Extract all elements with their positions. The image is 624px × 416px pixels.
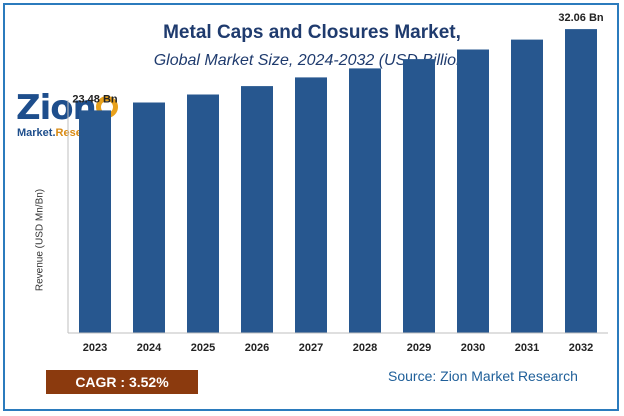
bar-2032 xyxy=(565,29,597,333)
bar-2028 xyxy=(349,68,381,334)
labels-group: 2023 23.48 Bn 2024 2025 2026 2027 2028 2029 2030… xyxy=(72,12,604,354)
chart-title: Metal Caps and Closures Market, xyxy=(163,22,461,43)
logo-sub-market: Market. xyxy=(17,127,56,139)
x-tick-label: 2032 xyxy=(569,342,593,354)
source-note: Source: Zion Market Research xyxy=(388,368,578,384)
bar-2031 xyxy=(511,39,543,333)
x-tick-label: 2027 xyxy=(299,342,323,354)
bar-2023 xyxy=(79,110,111,334)
bar-2026 xyxy=(241,86,273,333)
x-tick-label: 2025 xyxy=(191,342,215,354)
bar-2027 xyxy=(295,77,327,334)
chart-subtitle: Global Market Size, 2024-2032 (USD Billi… xyxy=(153,52,471,69)
cagr-badge: CAGR : 3.52% xyxy=(46,370,198,394)
x-tick-label: 2023 xyxy=(83,342,107,354)
x-tick-label: 2028 xyxy=(353,342,377,354)
x-tick-label: 2026 xyxy=(245,342,269,354)
bar-2030 xyxy=(457,49,489,333)
x-tick-label: 2030 xyxy=(461,342,485,354)
x-tick-label: 2024 xyxy=(137,342,162,354)
data-label: 32.06 Bn xyxy=(558,12,604,24)
bar-2024 xyxy=(133,102,165,333)
x-tick-label: 2031 xyxy=(515,342,539,354)
data-label: 23.48 Bn xyxy=(72,93,118,105)
bars-group xyxy=(79,29,597,334)
x-tick-label: 2029 xyxy=(407,342,431,354)
bar-2025 xyxy=(187,94,219,333)
bar-2029 xyxy=(403,59,435,333)
